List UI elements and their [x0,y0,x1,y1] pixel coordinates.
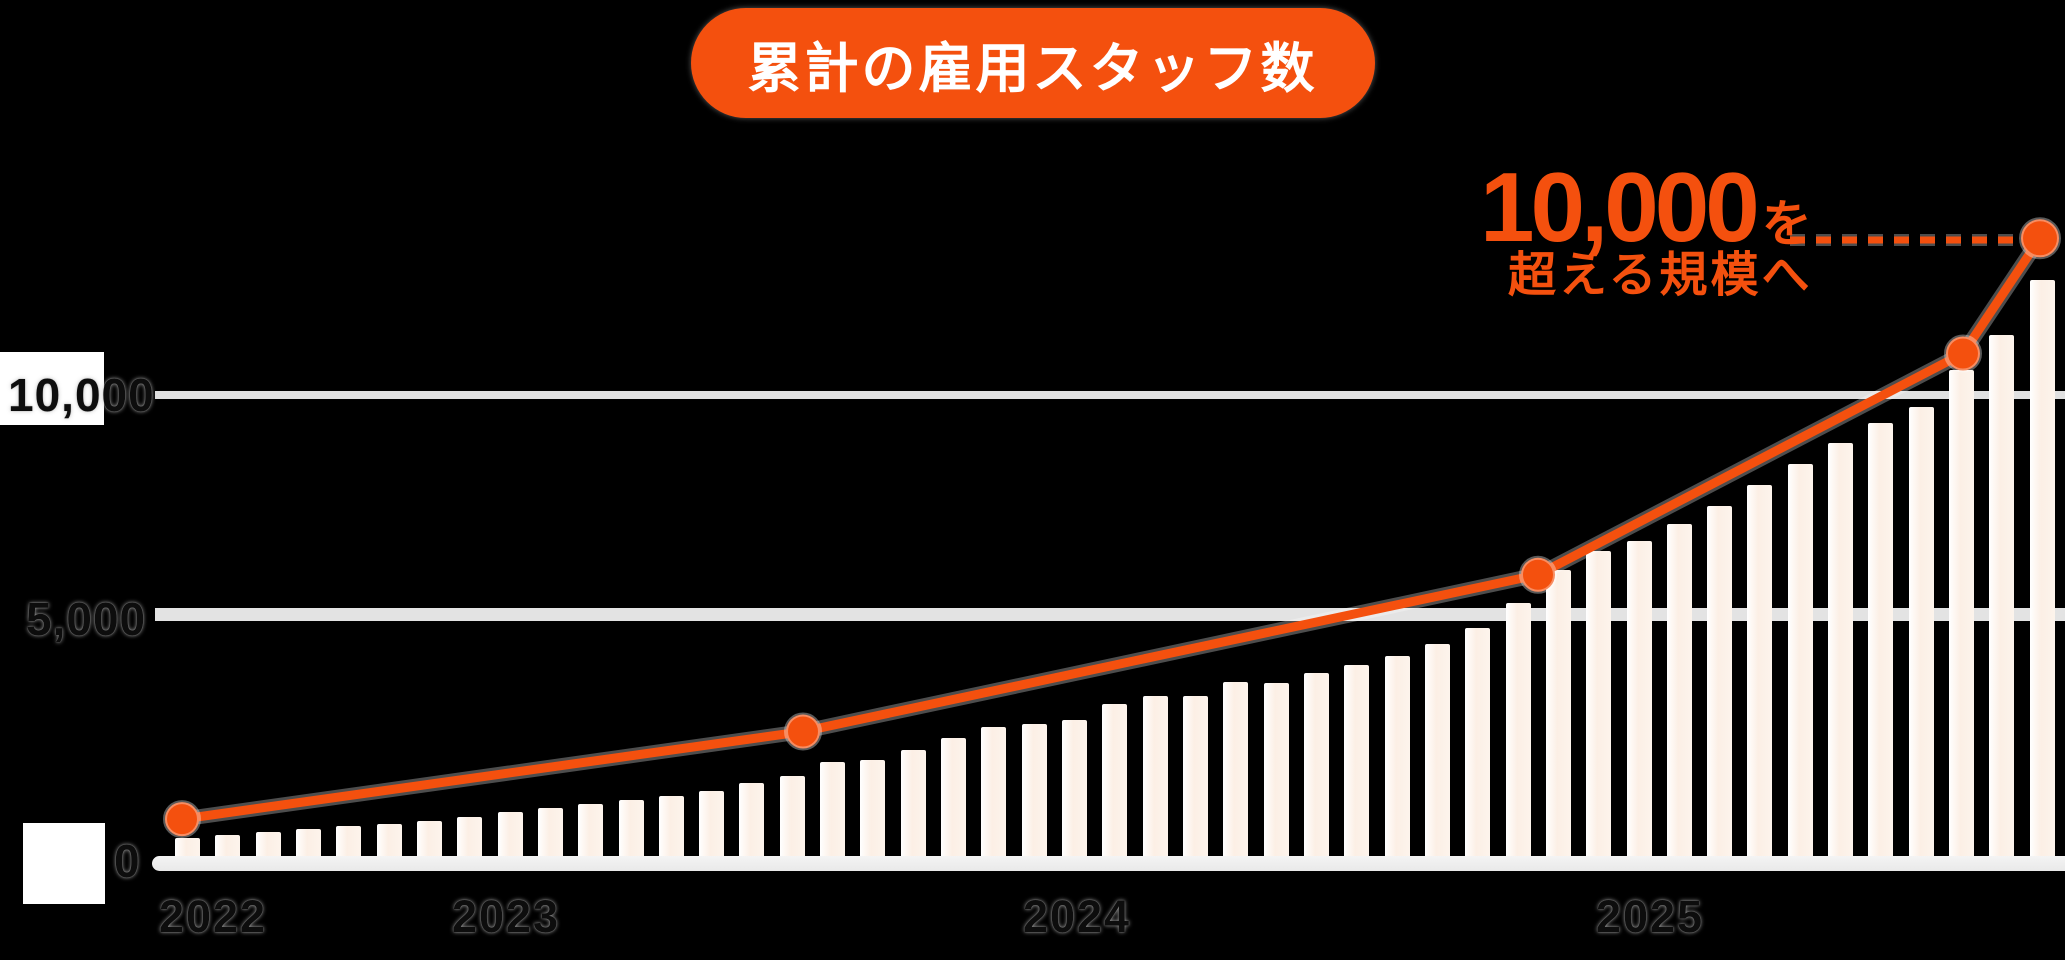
annotation-particle: を [1761,196,1812,252]
data-point-dot [1519,555,1557,594]
bar [1102,703,1128,856]
bar [699,791,725,856]
x-tick-label-2024: 2024 [1022,891,1132,942]
bar [1787,464,1813,856]
data-point-dot [163,800,201,839]
title-badge: 累計の雇用スタッフ数 [690,8,1375,118]
gridline-10000 [155,391,2065,399]
bar [1021,723,1047,856]
bar [820,761,846,856]
bar [1868,423,1894,856]
bar [578,803,604,856]
bar [1707,505,1733,856]
x-axis-line [152,856,2065,871]
annotation-number: 10,000 [1480,152,1760,262]
bar [1747,484,1773,856]
line-series [181,235,2044,824]
bar [1465,627,1491,856]
bar [1586,550,1612,856]
label-backdrop-10000 [0,352,104,425]
title-badge-label: 累計の雇用スタッフ数 [747,38,1318,99]
annotation-caption: 超える規模へ [1508,249,1813,302]
bar [900,749,926,856]
data-point-dot [784,712,822,751]
line-series [180,234,2047,827]
bar [497,812,523,856]
bar [658,795,684,856]
bar [215,834,241,856]
bar [175,837,200,856]
bar [255,832,281,856]
bar [1344,665,1370,856]
bar [1666,524,1692,856]
x-tick-label-2022: 2022 [158,891,268,942]
bar [860,760,886,856]
bar [1505,602,1531,856]
bar [1949,370,1975,856]
bar [1303,672,1329,856]
bar [1263,683,1289,856]
bar [2029,279,2055,856]
bar [1142,696,1168,856]
y-tick-label-0: 0 [114,835,141,887]
bar [1424,643,1450,856]
bar [1183,696,1208,856]
bar [981,726,1007,856]
bar [457,816,483,856]
bar [1545,570,1571,856]
label-backdrop-0 [23,823,105,904]
y-tick-label-10000: 10,000 [8,369,155,421]
bar [941,738,967,856]
bar [1223,681,1249,856]
y-tick-label-5000: 5,000 [26,593,147,645]
bar [1989,335,2015,856]
bar [295,829,321,856]
bar [1062,720,1088,856]
annotation-value: 10,000 を [1480,158,1812,256]
data-point-dot [1944,334,1982,373]
bar [779,775,805,856]
bar [376,823,402,856]
bar [618,799,644,856]
bar [739,783,765,856]
bar [1626,540,1652,856]
bar [537,808,563,856]
bar [1384,655,1410,856]
bar [416,820,442,856]
bar [1908,406,1934,856]
x-tick-label-2023: 2023 [451,891,561,942]
bar [1828,443,1854,856]
data-point-dot [2019,217,2061,260]
x-tick-label-2025: 2025 [1595,891,1705,942]
bar [336,826,362,856]
